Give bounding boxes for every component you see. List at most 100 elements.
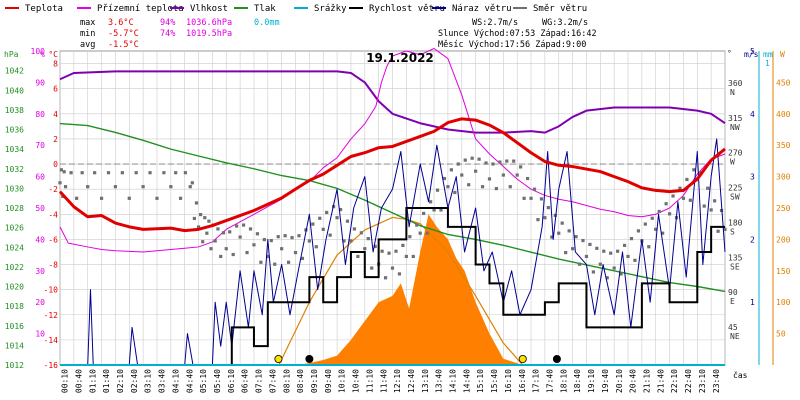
wind-direction-point <box>543 216 547 220</box>
time-tick-label: 18:40 <box>573 369 582 393</box>
time-tick-label: 01:10 <box>88 369 97 393</box>
wind-direction-point <box>209 247 213 251</box>
dir-name-tick: NW <box>730 123 740 132</box>
wind-direction-point <box>148 171 152 175</box>
wind-direction-point <box>120 171 124 175</box>
wind-direction-point <box>574 235 578 239</box>
pct-tick-label: 10 <box>35 330 45 339</box>
c-tick-label: 8 <box>53 60 58 69</box>
dir-name-tick: SE <box>730 262 740 271</box>
c-tick-label: 0 <box>53 160 58 169</box>
wind-direction-point <box>484 161 488 165</box>
wind-direction-point <box>252 243 256 247</box>
time-tick-label: 15:40 <box>490 369 499 393</box>
wind-direction-point <box>174 171 178 175</box>
wind-direction-point <box>681 196 686 200</box>
dir-name-tick: SW <box>730 193 740 202</box>
wind-direction-point <box>571 247 575 251</box>
time-tick-label: 04:40 <box>185 369 194 393</box>
wind-direction-point <box>69 171 73 175</box>
wind-direction-point <box>550 235 554 239</box>
c-tick-label: 4 <box>53 110 58 119</box>
time-tick-label: 04:10 <box>171 369 180 393</box>
wind-direction-point <box>359 231 363 235</box>
wind-direction-point <box>505 159 509 163</box>
wind-direction-point <box>255 232 260 236</box>
moonrise-marker <box>552 354 561 363</box>
dir-name-tick: W <box>730 158 735 167</box>
wind-direction-point <box>241 223 246 227</box>
stats-min-press: 1019.5hPa <box>186 29 232 39</box>
stats-min-label: min <box>80 29 95 39</box>
wind-direction-point <box>602 249 606 253</box>
wind-direction-point <box>390 266 395 270</box>
time-tick-label: 08:40 <box>296 369 305 393</box>
time-tick-label: 02:40 <box>130 369 139 393</box>
wind-direction-point <box>460 173 464 177</box>
wind-direction-point <box>188 185 192 189</box>
wind-direction-point <box>463 158 467 162</box>
wind-direction-point <box>453 190 457 195</box>
time-tick-label: 19:10 <box>587 369 596 393</box>
wind-direction-point <box>491 162 495 166</box>
wind-direction-point <box>553 213 557 217</box>
stats-max-hum: 94% <box>160 18 175 28</box>
wind-direction-point <box>529 196 533 200</box>
pct-tick-label: 50 <box>35 204 45 213</box>
stats-max-press: 1036.6hPa <box>186 18 232 28</box>
wind-direction-point <box>539 197 544 201</box>
time-tick-label: 15:10 <box>476 369 485 393</box>
time-tick-label: 00:40 <box>74 369 83 393</box>
c-tick-label: -10 <box>44 286 59 295</box>
wind-direction-point <box>300 256 305 260</box>
wind-direction-point <box>626 254 630 259</box>
wind-direction-point <box>276 235 280 239</box>
wind-direction-point <box>307 239 311 243</box>
wind-direction-point <box>713 199 717 203</box>
stats-min-hum: 74% <box>160 29 175 39</box>
stats-max-rain: 0.0mm <box>254 18 280 28</box>
wind-direction-point <box>546 206 550 210</box>
wind-direction-point <box>269 238 273 243</box>
wind-direction-point <box>314 245 318 249</box>
w-tick-label: 450 <box>776 78 791 87</box>
wind-direction-point <box>636 229 641 233</box>
pct-tick-label: 90 <box>35 78 45 87</box>
wind-direction-point <box>685 177 689 182</box>
wind-direction-point <box>709 208 713 212</box>
ms-tick-label: 3 <box>750 173 755 182</box>
c-tick-label: 2 <box>53 135 58 144</box>
wind-direction-point <box>380 249 384 253</box>
c-tick-label: -6 <box>48 235 58 244</box>
time-tick-label: 14:10 <box>449 369 458 393</box>
time-tick-label: 13:10 <box>421 369 430 393</box>
wind-direction-point <box>293 250 298 255</box>
wind-direction-point <box>588 242 592 247</box>
wind-direction-point <box>245 250 249 255</box>
x-axis-label: čas <box>733 370 748 380</box>
legend-label: Teplota <box>25 4 63 14</box>
wind-gust-line <box>60 138 726 366</box>
legend-label: Tlak <box>254 4 276 14</box>
stats-max-temp: 3.6°C <box>108 18 134 28</box>
wind-direction-point <box>352 227 357 231</box>
time-tick-label: 05:10 <box>199 369 208 393</box>
wind-direction-point <box>231 252 235 257</box>
stats-block: max 3.6°C 94% 1036.6hPa 0.0mm min -5.7°C… <box>80 18 280 50</box>
stats-avg-label: avg <box>80 40 95 50</box>
wind-direction-point <box>591 270 595 274</box>
wind-direction-point <box>449 168 453 172</box>
hpa-tick-label: 1024 <box>5 243 24 252</box>
wind-direction-point <box>425 231 429 235</box>
c-axis-label: °C <box>48 50 58 59</box>
wind-direction-point <box>612 266 616 270</box>
time-tick-label: 20:40 <box>629 369 638 393</box>
wind-direction-point <box>567 229 571 233</box>
wind-direction-point <box>692 168 696 172</box>
dir-name-tick: E <box>730 297 735 306</box>
wind-direction-point <box>325 210 329 215</box>
wind-direction-point <box>661 231 665 235</box>
solar-radiation-area <box>295 214 523 365</box>
wind-direction-point <box>141 185 145 189</box>
w-tick-label: 100 <box>776 298 791 307</box>
